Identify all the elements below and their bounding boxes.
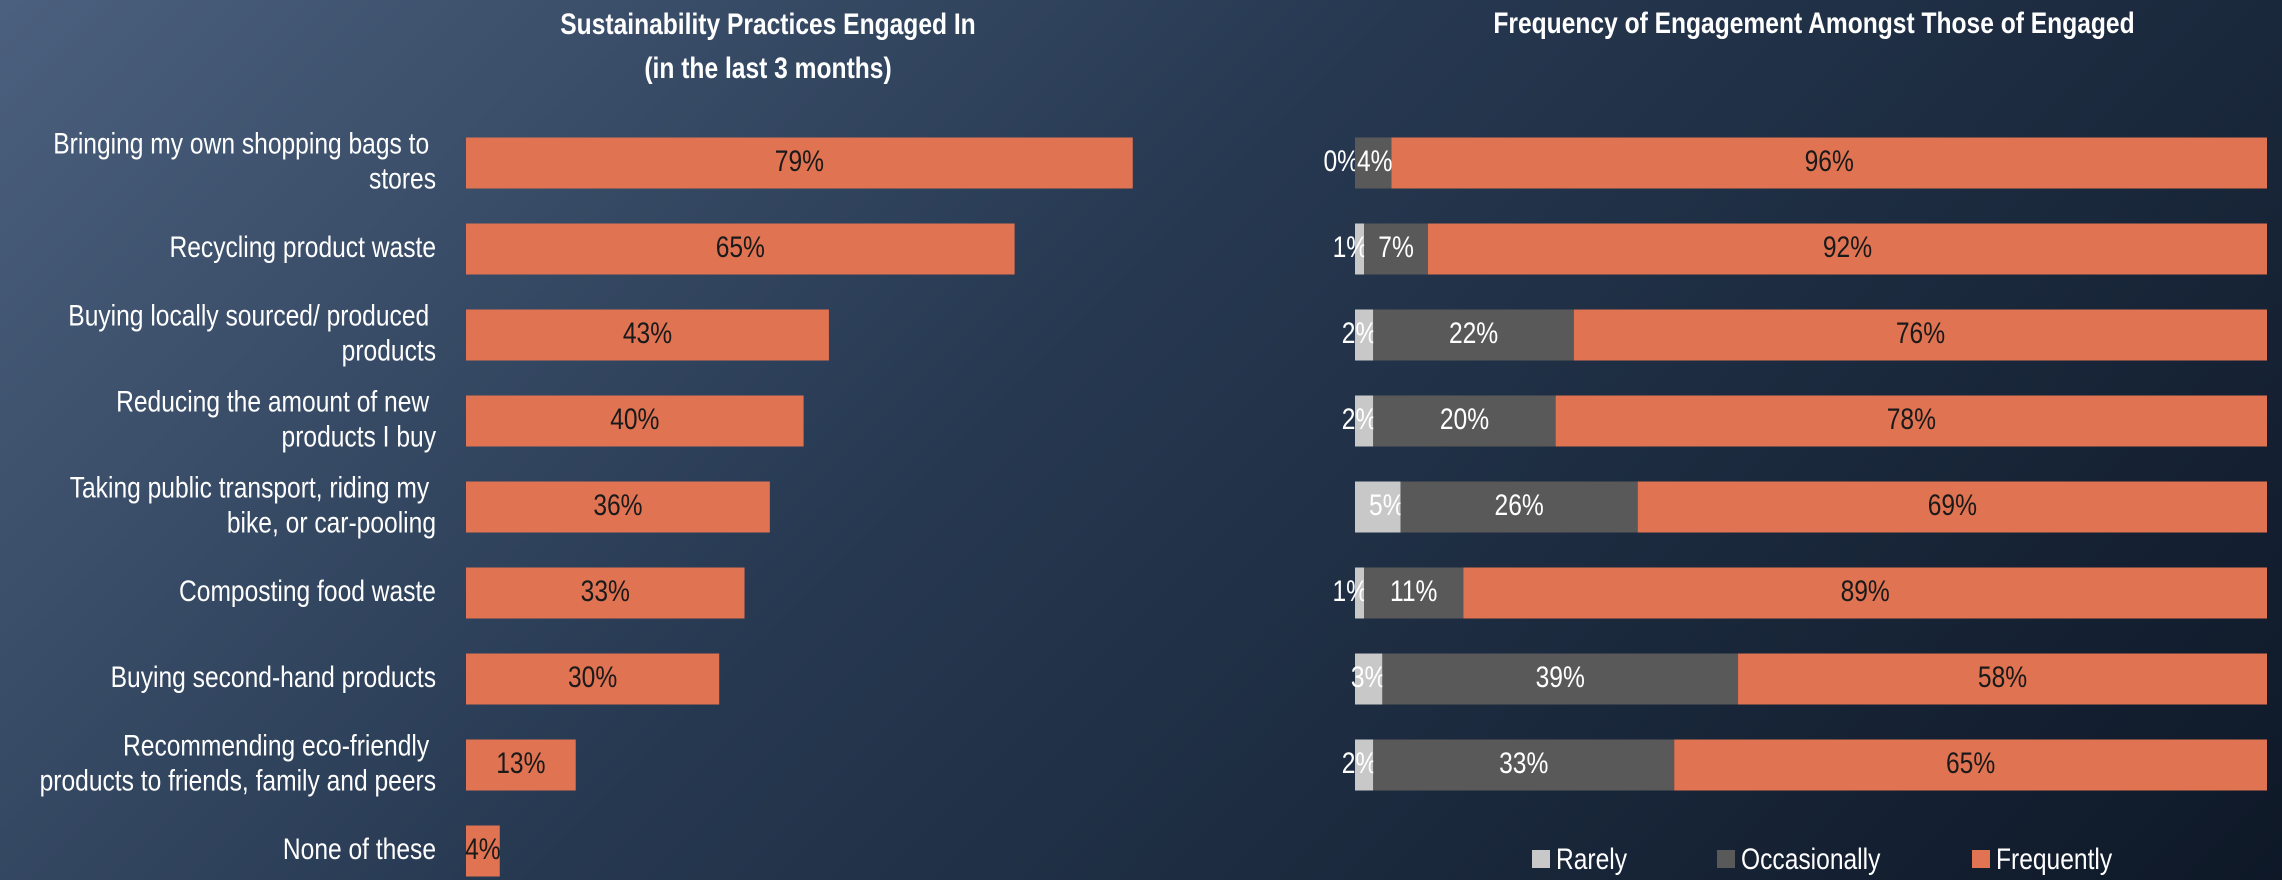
bar-segment xyxy=(1373,395,1556,447)
value-label: 2% xyxy=(1342,316,1378,350)
value-label: 0% xyxy=(1323,144,1359,178)
value-label: 13% xyxy=(496,746,545,780)
bar-segment xyxy=(1373,739,1675,791)
bar-segment xyxy=(1364,223,1428,275)
bar xyxy=(466,825,500,877)
category-label: Reducing the amount of new products I bu… xyxy=(116,385,436,454)
value-label: 43% xyxy=(623,316,672,350)
value-label: 7% xyxy=(1378,230,1414,264)
value-label: 40% xyxy=(610,402,659,436)
value-label: 1% xyxy=(1333,230,1369,264)
value-label: 22% xyxy=(1449,316,1498,350)
bar-segment xyxy=(1674,739,2267,791)
value-label: 92% xyxy=(1823,230,1872,264)
bar xyxy=(466,309,829,361)
legend-label: Rarely xyxy=(1556,842,1627,876)
bar-segment xyxy=(1355,481,1401,533)
category-label: Composting food waste xyxy=(179,574,436,608)
legend-swatch xyxy=(1717,850,1735,868)
category-label: Bringing my own shopping bags to stores xyxy=(53,127,436,196)
chart-title: Frequency of Engagement Amongst Those of… xyxy=(1493,6,2134,40)
value-label: 2% xyxy=(1342,402,1378,436)
category-label: Buying locally sourced/ produced product… xyxy=(68,299,436,368)
value-label: 5% xyxy=(1369,488,1405,522)
legend-label: Occasionally xyxy=(1741,842,1881,876)
chart-title: Sustainability Practices Engaged In xyxy=(560,7,975,41)
category-label: Recycling product waste xyxy=(169,230,436,264)
value-label: 58% xyxy=(1978,660,2027,694)
bar xyxy=(466,739,576,791)
value-label: 39% xyxy=(1536,660,1585,694)
legend-swatch xyxy=(1972,850,1990,868)
value-label: 3% xyxy=(1351,660,1387,694)
bar-segment xyxy=(1355,309,1374,361)
value-label: 69% xyxy=(1928,488,1977,522)
bar-segment xyxy=(1637,481,2267,533)
bar xyxy=(466,223,1015,275)
value-label: 78% xyxy=(1887,402,1936,436)
legend-label: Frequently xyxy=(1996,842,2112,876)
category-label: Buying second-hand products xyxy=(111,660,436,694)
value-label: 96% xyxy=(1805,144,1854,178)
category-label: Taking public transport, riding my bike,… xyxy=(70,471,436,540)
bar-segment xyxy=(1738,653,2267,705)
value-label: 2% xyxy=(1342,746,1378,780)
bar-segment xyxy=(1573,309,2267,361)
bar-segment xyxy=(1555,395,2267,447)
bar-segment xyxy=(1382,653,1739,705)
category-label: Recommending eco-friendly products to fr… xyxy=(40,729,436,798)
bar-segment xyxy=(1463,567,2267,619)
value-label: 65% xyxy=(1946,746,1995,780)
bar xyxy=(466,567,745,619)
bar-segment xyxy=(1355,137,1392,189)
category-label: None of these xyxy=(283,832,436,866)
bar-segment xyxy=(1373,309,1574,361)
chart-subtitle: (in the last 3 months) xyxy=(644,51,891,85)
bar-segment xyxy=(1391,137,2267,189)
bar xyxy=(466,137,1133,189)
bar-segment xyxy=(1355,653,1383,705)
bar-segment xyxy=(1355,739,1374,791)
bar-segment xyxy=(1355,223,1365,275)
value-label: 26% xyxy=(1495,488,1544,522)
value-label: 30% xyxy=(568,660,617,694)
value-label: 33% xyxy=(581,574,630,608)
value-label: 4% xyxy=(465,832,501,866)
value-label: 76% xyxy=(1896,316,1945,350)
value-label: 36% xyxy=(593,488,642,522)
value-label: 1% xyxy=(1332,574,1368,608)
bar xyxy=(466,481,770,533)
value-label: 20% xyxy=(1440,402,1489,436)
legend-swatch xyxy=(1532,850,1550,868)
bar-segment xyxy=(1427,223,2267,275)
bar-segment xyxy=(1364,567,1464,619)
value-label: 89% xyxy=(1841,574,1890,608)
value-label: 79% xyxy=(775,144,824,178)
value-label: 33% xyxy=(1499,746,1548,780)
bar-segment xyxy=(1355,567,1365,619)
value-label: 65% xyxy=(716,230,765,264)
value-label: 4% xyxy=(1357,144,1393,178)
value-label: 11% xyxy=(1390,574,1437,608)
bar xyxy=(466,395,804,447)
bar-segment xyxy=(1355,395,1374,447)
bar-segment xyxy=(1400,481,1638,533)
bar xyxy=(466,653,720,705)
